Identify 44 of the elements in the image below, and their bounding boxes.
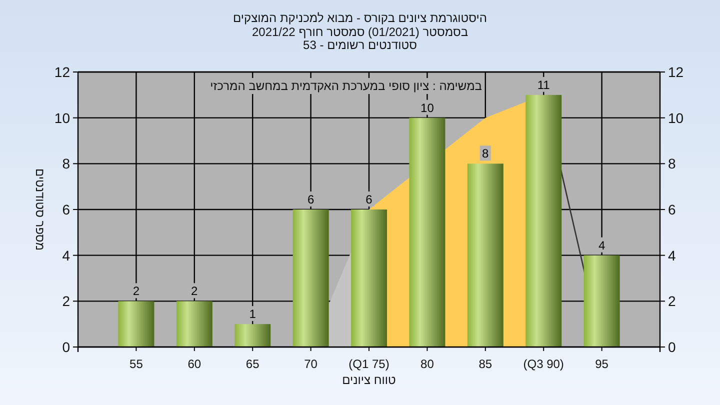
bar	[584, 255, 620, 347]
x-tick-label: 95	[595, 357, 609, 371]
bar	[526, 94, 562, 347]
y2-tick-label: 12	[668, 64, 684, 80]
y-tick-label: 2	[62, 293, 70, 310]
x-tick-label: (Q1 75)	[348, 357, 390, 371]
data-label: 4	[598, 238, 606, 252]
data-label: 8	[482, 146, 490, 161]
y-tick-label: 12	[54, 64, 70, 80]
data-label: 11	[537, 78, 550, 92]
y2-tick-label: 4	[668, 247, 676, 264]
y2-tick-label: 0	[668, 339, 676, 355]
x-tick-label: (Q3 90)	[523, 357, 564, 371]
data-label: 6	[307, 192, 314, 206]
x-tick-label: 85	[478, 357, 492, 371]
y2-tick-label: 2	[668, 293, 676, 310]
y-tick-label: 0	[62, 339, 70, 355]
chart-subtitle: בסמסטר (01/2021) סמסטר חורף 2021/22 סטודנטים רשומים - 53	[252, 25, 468, 52]
y2-tick-label: 10	[668, 110, 684, 126]
bar	[409, 118, 446, 347]
y-tick-label: 10	[54, 110, 70, 126]
x-tick-label: 65	[246, 357, 260, 371]
annotation: במשימה : ציון סופי במערכת האקדמית במחשב המרכזי	[210, 79, 482, 93]
y2-tick-label: 6	[668, 202, 676, 218]
bar	[176, 301, 212, 347]
y-tick-label: 8	[62, 156, 70, 172]
x-tick-label: 70	[304, 357, 318, 371]
data-label: 2	[191, 284, 198, 298]
data-label: 1	[249, 307, 256, 322]
x-tick-label: 80	[420, 357, 434, 371]
y-axis-title: מספר סטודנטים	[33, 168, 47, 251]
bar	[118, 301, 154, 347]
chart-title: היסטוגרמת ציונים בקורס - מבוא למכניקת המוצקים	[233, 11, 487, 25]
y-tick-label: 4	[62, 247, 70, 264]
x-axis-title: טווח ציונים	[342, 373, 396, 387]
y2-tick-label: 8	[668, 156, 676, 172]
data-label: 10	[420, 100, 434, 115]
x-tick-label: 60	[188, 357, 202, 371]
data-label: 2	[132, 284, 140, 298]
bar	[234, 324, 271, 347]
bar	[467, 164, 504, 347]
y-tick-label: 6	[62, 202, 70, 218]
x-tick-label: 55	[130, 357, 144, 371]
data-label: 6	[366, 192, 373, 206]
